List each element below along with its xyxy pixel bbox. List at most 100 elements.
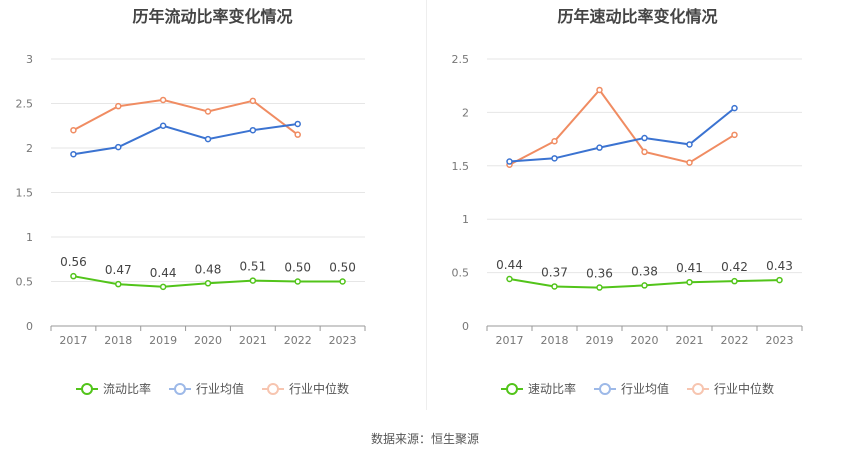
x-tick-label: 2020	[194, 334, 222, 347]
quick-ratio-panel: 历年速动比率变化情况 0 0.5 1 1.5 2 2.5 2017 2018 2019 2020 2…	[425, 0, 850, 415]
x-tick-label: 2019	[149, 334, 177, 347]
data-point	[551, 137, 558, 145]
data-point	[115, 102, 122, 110]
legend: 流动比率 行业均值 行业中位数	[0, 380, 425, 397]
series-line	[509, 88, 736, 166]
data-point	[506, 158, 513, 165]
data-point	[551, 155, 558, 162]
data-label: 0.50	[329, 261, 356, 275]
data-point	[731, 104, 738, 112]
data-point	[294, 131, 301, 138]
y-tick-label: 1.5	[16, 187, 34, 200]
data-point	[731, 131, 738, 139]
data-point	[551, 283, 558, 290]
data-point	[596, 86, 603, 94]
data-label: 0.41	[676, 261, 703, 275]
series-line	[509, 107, 736, 163]
legend-item-current-ratio[interactable]: 流动比率	[75, 380, 151, 397]
legend-label: 行业中位数	[714, 382, 775, 396]
data-label: 0.56	[60, 255, 87, 269]
y-tick-label: 2	[462, 106, 469, 119]
data-label: 0.36	[586, 267, 613, 281]
data-point	[641, 148, 648, 156]
legend-item-industry-average[interactable]: 行业均值	[593, 380, 669, 397]
legend-item-industry-median[interactable]: 行业中位数	[262, 380, 349, 397]
data-label: 0.48	[195, 262, 222, 276]
y-tick-label: 1	[462, 213, 469, 226]
legend-label: 行业均值	[195, 382, 244, 396]
x-tick-label: 2020	[631, 334, 659, 347]
data-point	[294, 278, 301, 285]
legend-label: 行业均值	[620, 382, 669, 396]
data-label: 0.44	[150, 266, 177, 280]
legend-label: 速动比率	[527, 382, 576, 396]
y-tick-label: 0	[26, 320, 33, 333]
data-point	[596, 144, 603, 151]
data-point	[70, 150, 77, 158]
data-label: 0.42	[721, 260, 748, 274]
series-line	[73, 123, 298, 156]
data-label: 0.44	[496, 258, 523, 272]
data-point	[204, 280, 212, 287]
legend-item-industry-median[interactable]: 行业中位数	[687, 380, 774, 397]
data-point	[70, 126, 77, 134]
x-tick-label: 2022	[284, 334, 312, 347]
legend-label: 流动比率	[102, 382, 151, 396]
data-point	[641, 282, 648, 289]
x-tick-label: 2021	[676, 334, 704, 347]
quick-ratio-chart: 0 0.5 1 1.5 2 2.5 2017 2018 2019 2020 2021 2022 2023…	[452, 53, 803, 347]
data-point	[159, 122, 167, 129]
data-point	[686, 278, 693, 286]
chart-title: 历年流动比率变化情况	[132, 7, 293, 26]
data-label: 0.38	[631, 264, 658, 278]
legend-marker-icon	[500, 382, 523, 395]
data-point	[159, 283, 167, 291]
data-label: 0.43	[766, 259, 793, 273]
series-line	[72, 98, 299, 136]
legend-item-industry-average[interactable]: 行业均值	[168, 380, 244, 397]
data-label: 0.51	[239, 260, 266, 274]
x-tick-label: 2017	[496, 334, 524, 347]
data-label: 0.37	[541, 265, 568, 279]
data-point	[641, 134, 648, 142]
data-point	[115, 280, 122, 288]
data-point	[249, 126, 257, 134]
data-source-note: 数据来源：恒生聚源	[370, 432, 479, 446]
panel-divider	[426, 0, 427, 410]
data-label: 0.50	[284, 261, 311, 275]
legend-marker-icon	[687, 382, 709, 395]
data-point	[249, 277, 257, 284]
y-tick-label: 2.5	[16, 98, 34, 111]
legend-marker-icon	[168, 382, 191, 395]
y-tick-label: 3	[26, 53, 33, 66]
data-point	[70, 272, 77, 280]
legend-marker-icon	[593, 382, 616, 395]
y-tick-label: 0	[462, 320, 469, 333]
data-point	[204, 135, 212, 143]
legend: 速动比率 行业均值 行业中位数	[425, 380, 850, 397]
legend-item-quick-ratio[interactable]: 速动比率	[500, 380, 576, 397]
x-tick-label: 2018	[104, 334, 132, 347]
data-point	[204, 108, 212, 115]
x-tick-label: 2017	[59, 334, 87, 347]
data-point	[686, 159, 693, 166]
data-point	[339, 278, 346, 285]
y-tick-label: 1.5	[452, 160, 470, 173]
data-point	[159, 96, 167, 104]
legend-marker-icon	[75, 382, 98, 395]
x-tick-label: 2018	[541, 334, 569, 347]
data-point	[294, 120, 301, 128]
data-point	[686, 141, 693, 148]
data-point	[596, 284, 603, 291]
y-tick-label: 0.5	[452, 267, 470, 280]
data-point	[776, 276, 783, 284]
legend-marker-icon	[262, 382, 284, 395]
y-tick-label: 2.5	[452, 53, 470, 66]
chart-title: 历年速动比率变化情况	[557, 7, 718, 26]
x-tick-label: 2019	[586, 334, 614, 347]
y-tick-label: 2	[26, 142, 33, 155]
y-tick-label: 0.5	[16, 276, 34, 289]
y-tick-label: 1	[26, 231, 33, 244]
legend-label: 行业中位数	[289, 382, 350, 396]
